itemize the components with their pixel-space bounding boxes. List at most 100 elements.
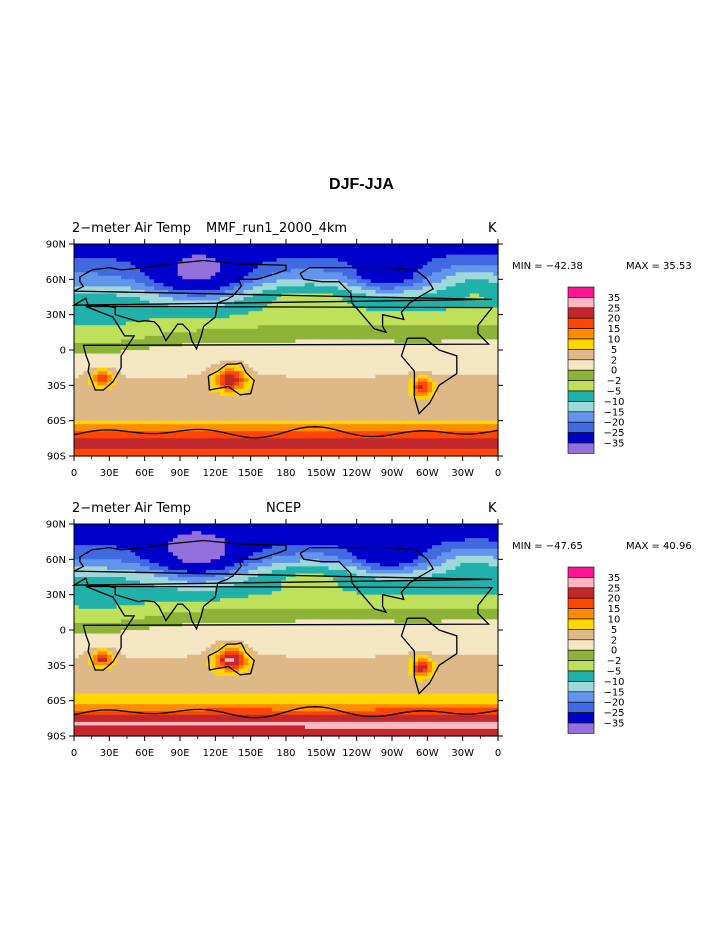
field-cell	[318, 272, 325, 277]
field-cell	[384, 286, 391, 291]
field-cell	[370, 286, 377, 291]
field-cell	[380, 388, 386, 393]
field-cell	[361, 251, 367, 256]
field-cell	[436, 318, 443, 323]
field-cell	[149, 272, 155, 277]
field-cell	[106, 360, 113, 365]
field-cell	[125, 258, 132, 263]
field-cell	[102, 251, 108, 256]
field-cell	[149, 247, 155, 252]
field-cell	[168, 265, 174, 270]
field-cell	[469, 367, 476, 372]
field-cell	[267, 321, 273, 326]
field-cell	[309, 357, 315, 362]
field-cell	[337, 286, 344, 291]
field-cell	[220, 328, 226, 333]
field-cell	[286, 325, 292, 330]
field-cell	[323, 399, 329, 404]
field-cell	[488, 346, 494, 351]
field-cell	[417, 251, 424, 256]
field-cell	[328, 434, 334, 439]
field-cell	[356, 406, 362, 411]
field-cell	[125, 413, 132, 418]
field-cell	[224, 258, 231, 263]
field-cell	[144, 353, 150, 358]
field-cell	[238, 321, 245, 326]
field-cell	[333, 399, 339, 404]
field-cell	[158, 417, 165, 422]
field-cell	[413, 385, 419, 390]
field-cell	[375, 297, 381, 302]
field-cell	[403, 272, 410, 277]
field-cell	[375, 417, 381, 422]
field-cell	[337, 381, 344, 386]
field-cell	[154, 374, 160, 379]
field-cell	[323, 332, 329, 337]
field-cell	[215, 350, 221, 355]
field-cell	[139, 371, 146, 376]
field-cell	[295, 261, 301, 266]
field-cell	[116, 399, 122, 404]
field-cell	[276, 244, 282, 249]
field-cell	[229, 420, 235, 425]
field-cell	[488, 275, 494, 280]
field-cell	[271, 286, 278, 291]
field-cell	[201, 261, 207, 266]
field-cell	[314, 268, 320, 273]
field-cell	[389, 350, 395, 355]
field-cell	[154, 275, 160, 280]
field-cell	[281, 434, 287, 439]
field-cell	[271, 388, 278, 393]
field-cell	[201, 268, 207, 273]
field-cell	[318, 360, 325, 365]
field-cell	[286, 297, 292, 302]
field-cell	[116, 244, 122, 249]
field-cell	[394, 395, 400, 401]
field-cell	[408, 311, 414, 316]
field-cell	[432, 275, 438, 280]
field-cell	[163, 403, 169, 408]
field-cell	[422, 339, 428, 344]
field-cell	[135, 254, 141, 259]
field-cell	[92, 311, 99, 316]
field-cell	[187, 371, 193, 376]
field-cell	[432, 431, 438, 436]
field-cell	[375, 399, 381, 404]
field-cell	[281, 346, 287, 351]
field-cell	[469, 325, 476, 330]
field-cell	[267, 395, 273, 401]
field-cell	[102, 268, 108, 273]
field-cell	[139, 318, 146, 323]
field-cell	[450, 328, 457, 333]
field-cell	[469, 275, 476, 280]
field-cell	[257, 371, 264, 376]
field-cell	[144, 261, 150, 266]
field-cell	[342, 318, 348, 323]
field-cell	[267, 410, 273, 415]
field-cell	[370, 410, 377, 415]
field-cell	[187, 413, 193, 418]
field-cell	[234, 272, 240, 277]
field-cell	[205, 251, 212, 256]
field-cell	[83, 413, 89, 418]
field-cell	[224, 261, 231, 266]
field-cell	[375, 388, 381, 393]
field-cell	[130, 399, 136, 404]
field-cell	[74, 282, 80, 287]
field-cell	[163, 289, 169, 295]
field-cell	[488, 286, 494, 291]
field-cell	[130, 410, 136, 415]
field-cell	[314, 297, 320, 302]
field-cell	[333, 374, 339, 379]
field-cell	[248, 371, 254, 376]
field-cell	[163, 346, 169, 351]
field-cell	[191, 434, 198, 439]
field-cell	[182, 364, 188, 369]
field-cell	[460, 371, 466, 376]
field-cell	[384, 388, 391, 393]
field-cell	[125, 427, 132, 432]
field-cell	[304, 395, 311, 401]
field-cell	[295, 431, 301, 436]
field-cell	[144, 321, 150, 326]
field-cell	[224, 420, 231, 425]
